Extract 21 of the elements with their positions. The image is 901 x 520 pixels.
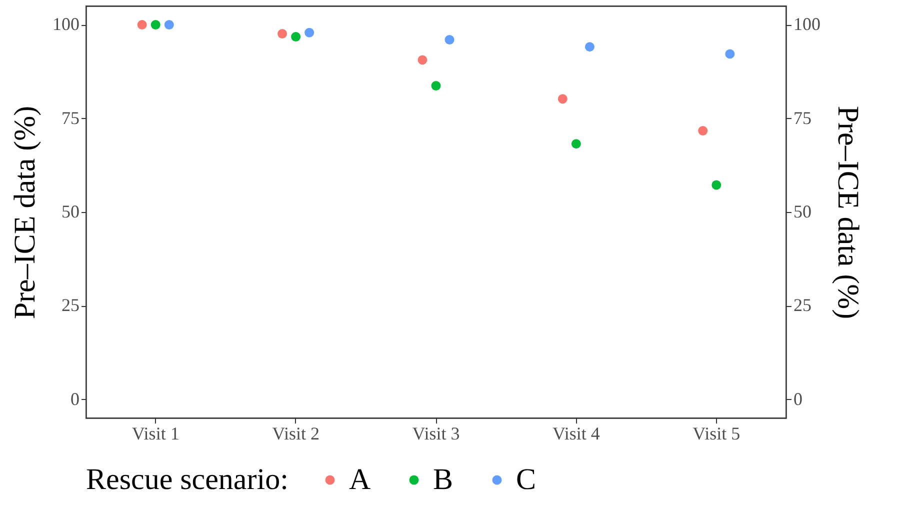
y-tick-label: 50 [62, 202, 80, 222]
y-axis-title: Pre–ICE data (%) [8, 106, 42, 320]
y2-tick-label: 25 [794, 295, 812, 316]
legend-label: C [516, 463, 536, 496]
x-tick-label: Visit 1 [132, 424, 180, 444]
legend-label: A [349, 463, 371, 496]
y2-tick-label: 0 [794, 388, 802, 409]
y-tick-label: 75 [62, 108, 80, 128]
y2-axis-title: Pre–ICE data (%) [832, 106, 864, 320]
y2-tick-label: 100 [794, 14, 820, 34]
y-tick-label: 25 [62, 295, 80, 316]
y2-tick-label: 75 [794, 108, 812, 128]
x-tick-label: Visit 4 [552, 424, 600, 444]
y2-tick-label: 50 [794, 202, 812, 222]
y-tick-label: 100 [52, 14, 80, 34]
x-tick-label: Visit 5 [692, 424, 740, 444]
y-tick-label: 0 [70, 388, 80, 409]
x-tick-label: Visit 3 [412, 424, 460, 444]
legend-title: Rescue scenario: [86, 463, 288, 496]
legend-label: B [433, 463, 454, 496]
x-tick-label: Visit 2 [272, 424, 320, 444]
